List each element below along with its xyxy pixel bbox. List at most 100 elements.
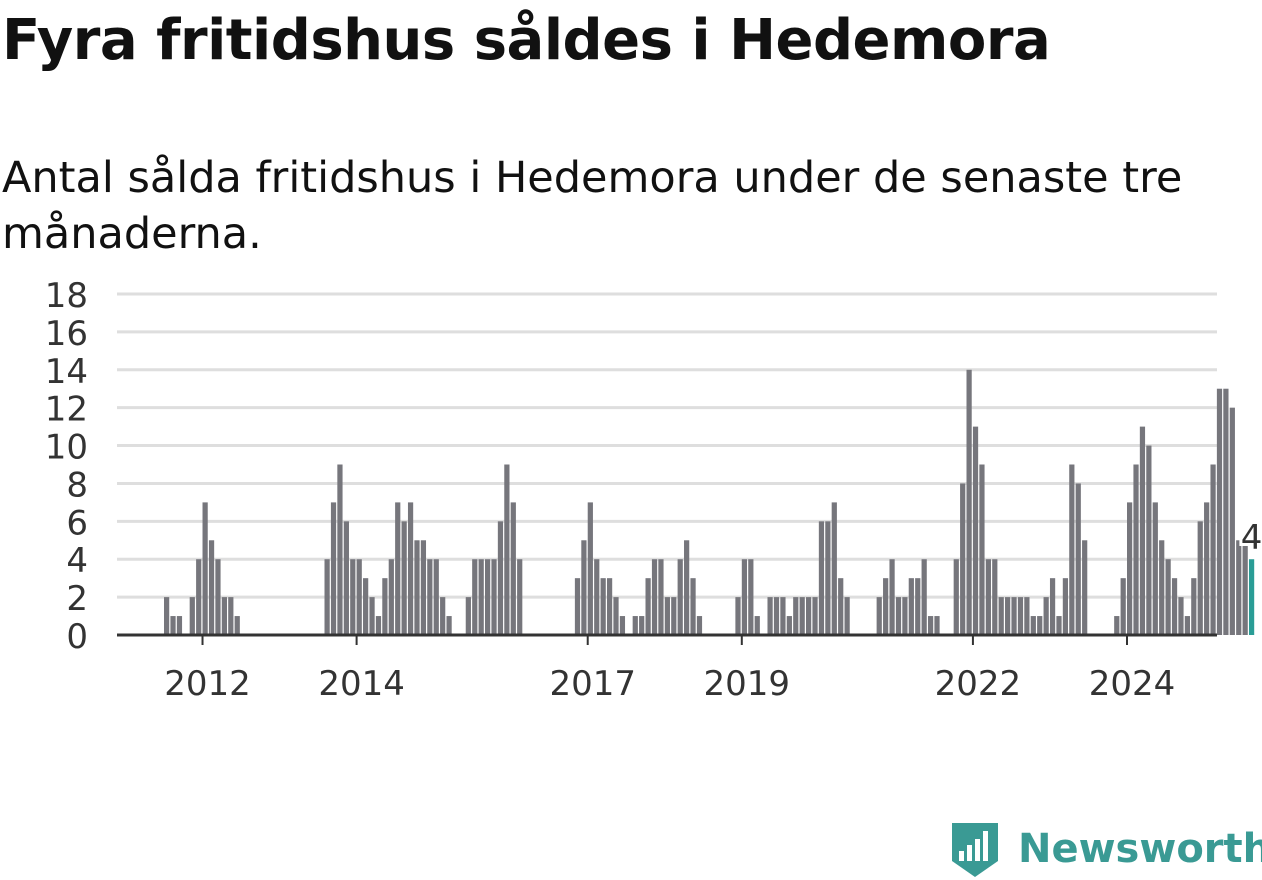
bar	[1191, 578, 1197, 635]
bar	[812, 597, 818, 635]
bar	[208, 540, 215, 635]
x-tick-label: 2024	[1089, 664, 1176, 704]
bar	[491, 559, 497, 635]
bar	[632, 616, 638, 635]
bar	[889, 559, 895, 635]
bar	[927, 616, 934, 635]
bar	[966, 369, 972, 635]
bar	[440, 597, 446, 635]
bar	[407, 502, 414, 635]
bar	[375, 616, 382, 635]
bar	[780, 597, 786, 635]
bar	[786, 616, 792, 635]
bar	[1017, 597, 1024, 635]
bar	[1184, 616, 1190, 635]
bar	[915, 578, 921, 635]
newsworthy-logo: Newsworthy	[950, 818, 1262, 880]
brand-name: Newsworthy	[1018, 826, 1262, 872]
y-tick-label: 2	[66, 579, 88, 619]
bar	[671, 597, 677, 635]
bar	[176, 616, 183, 635]
bar	[1159, 540, 1165, 635]
bar	[1133, 464, 1139, 635]
bar	[446, 616, 452, 635]
bar	[414, 540, 420, 635]
bar	[1082, 540, 1088, 635]
y-tick-label: 12	[45, 390, 88, 430]
bar	[1171, 578, 1178, 635]
bar	[234, 616, 240, 635]
bar	[1043, 597, 1049, 635]
bar	[1197, 521, 1203, 635]
bar	[472, 559, 478, 635]
bar	[831, 502, 837, 635]
bar	[356, 559, 362, 635]
bar	[806, 597, 812, 635]
x-tick-label: 2012	[164, 664, 251, 704]
y-tick-label: 6	[66, 503, 88, 543]
bar	[517, 559, 523, 635]
bar	[1069, 464, 1075, 635]
x-tick-label: 2019	[704, 664, 791, 704]
bar-highlight	[1248, 559, 1255, 635]
bar	[972, 426, 979, 635]
bar	[1005, 597, 1011, 635]
bar	[1127, 502, 1133, 635]
bar	[369, 597, 375, 635]
bar	[921, 559, 927, 635]
bar	[613, 597, 619, 635]
bar	[773, 597, 780, 635]
bar	[587, 502, 593, 635]
bar	[992, 559, 998, 635]
bar	[581, 540, 587, 635]
bar	[196, 559, 202, 635]
bar	[420, 540, 427, 635]
bar	[343, 521, 349, 635]
bar	[979, 464, 985, 635]
chart-title: Fyra fritidshus såldes i Hedemora	[2, 8, 1051, 73]
bar	[651, 559, 658, 635]
bar	[1242, 540, 1248, 635]
bar	[1210, 464, 1216, 635]
y-tick-label: 14	[45, 352, 88, 392]
bar	[1075, 483, 1081, 635]
bar	[382, 578, 388, 635]
bar	[1114, 616, 1120, 635]
bar	[985, 559, 991, 635]
bar	[594, 559, 600, 635]
bar	[748, 559, 754, 635]
bar	[465, 597, 471, 635]
bar	[818, 521, 825, 635]
newsworthy-chart-logo-icon	[952, 823, 998, 877]
bar	[645, 578, 651, 635]
bar	[1037, 616, 1043, 635]
bar	[330, 502, 337, 635]
bar	[427, 559, 433, 635]
bar	[485, 559, 491, 635]
bar	[606, 578, 613, 635]
x-tick-label: 2014	[318, 664, 405, 704]
bar	[401, 521, 407, 635]
bar	[1062, 578, 1069, 635]
y-tick-label: 18	[45, 276, 88, 316]
bar	[825, 521, 831, 635]
bar	[504, 464, 510, 635]
bar	[754, 616, 760, 635]
bar	[350, 559, 356, 635]
x-tick-label: 2017	[549, 664, 636, 704]
bar	[684, 540, 690, 635]
bar	[677, 559, 683, 635]
bar	[1030, 616, 1036, 635]
bar	[902, 597, 908, 635]
bar	[1216, 388, 1223, 635]
highlight-value-label: 4	[1241, 518, 1262, 558]
bar	[844, 597, 850, 635]
bar	[221, 597, 227, 635]
chart-subtitle: Antal sålda fritidshus i Hedemora under …	[2, 153, 1183, 259]
bar	[690, 578, 696, 635]
bar	[934, 616, 940, 635]
bar	[478, 559, 484, 635]
bar	[1011, 597, 1017, 635]
bar	[189, 597, 195, 635]
bar	[619, 616, 626, 635]
